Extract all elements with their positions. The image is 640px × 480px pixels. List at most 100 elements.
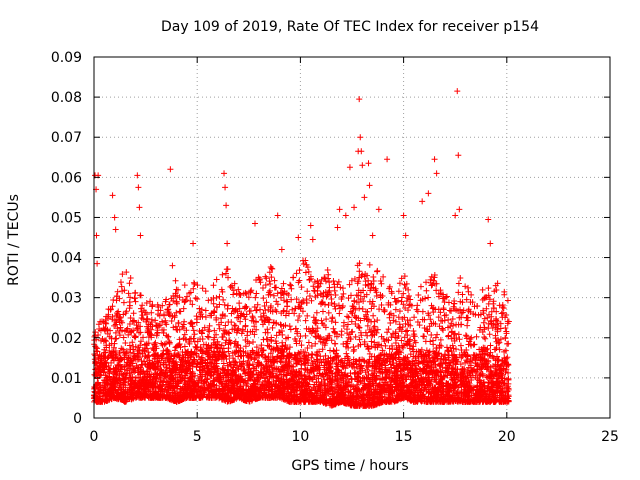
data-point	[385, 326, 392, 333]
data-point	[206, 328, 213, 335]
data-point	[390, 317, 397, 324]
data-point	[425, 294, 432, 301]
data-point	[218, 286, 225, 293]
data-point	[462, 332, 469, 339]
data-point	[257, 306, 264, 313]
data-point	[427, 338, 434, 345]
data-point	[211, 327, 218, 334]
data-point	[291, 310, 298, 317]
data-point	[422, 295, 429, 302]
data-point	[119, 271, 126, 278]
data-point	[137, 342, 144, 349]
data-point	[400, 301, 407, 308]
data-point	[190, 327, 197, 334]
data-point	[161, 312, 168, 319]
data-point	[318, 317, 325, 324]
data-point	[199, 285, 206, 292]
data-point	[224, 329, 231, 336]
data-point	[332, 292, 339, 299]
data-point	[107, 327, 114, 334]
data-point	[129, 318, 136, 325]
data-point	[137, 338, 144, 345]
data-point	[250, 339, 257, 346]
data-point	[423, 287, 430, 294]
data-point	[166, 340, 173, 347]
data-point	[126, 280, 133, 287]
data-point	[428, 332, 435, 339]
data-point	[263, 275, 270, 282]
data-point	[293, 270, 300, 277]
data-point	[399, 323, 406, 330]
data-point	[194, 295, 201, 302]
data-point	[437, 309, 444, 316]
data-point	[129, 339, 136, 346]
data-point	[193, 344, 200, 351]
data-point	[163, 321, 170, 328]
data-point	[249, 313, 256, 320]
data-point	[264, 329, 271, 336]
data-point	[413, 306, 420, 313]
data-point	[499, 314, 506, 321]
data-point	[396, 280, 403, 287]
data-point	[474, 303, 481, 310]
data-point	[256, 277, 263, 284]
data-point	[302, 257, 309, 264]
data-point	[222, 339, 229, 346]
data-point	[298, 342, 305, 349]
data-point	[504, 388, 511, 395]
data-point	[269, 265, 276, 272]
data-point	[304, 288, 311, 295]
data-point	[319, 308, 326, 315]
data-point	[323, 316, 330, 323]
data-point	[448, 348, 455, 355]
data-point	[495, 340, 502, 347]
data-point	[247, 307, 254, 314]
data-point	[496, 339, 503, 346]
data-point	[381, 338, 388, 345]
data-point	[270, 345, 277, 352]
data-point	[427, 316, 434, 323]
data-point	[487, 318, 494, 325]
data-point	[242, 289, 249, 296]
data-point	[196, 309, 203, 316]
data-point	[431, 271, 438, 278]
data-point	[314, 278, 321, 285]
data-point	[288, 285, 295, 292]
data-point	[262, 353, 269, 360]
data-point	[117, 279, 124, 286]
data-point	[352, 333, 359, 340]
data-point	[356, 305, 363, 312]
data-point	[187, 297, 194, 304]
data-point	[219, 271, 226, 278]
data-point	[420, 333, 427, 340]
data-point	[339, 303, 346, 310]
data-point	[458, 347, 465, 354]
data-point	[371, 339, 378, 346]
data-point	[114, 288, 121, 295]
data-point	[403, 298, 410, 305]
data-point	[244, 338, 251, 345]
data-point	[505, 369, 512, 376]
data-point	[172, 277, 179, 284]
data-point	[131, 332, 138, 339]
data-point	[370, 277, 377, 284]
data-point	[349, 303, 356, 310]
data-point	[393, 298, 400, 305]
data-point	[225, 318, 232, 325]
data-point	[168, 318, 175, 325]
data-point	[266, 269, 273, 276]
data-point	[290, 274, 297, 281]
data-point	[143, 300, 150, 307]
data-point	[104, 330, 111, 337]
data-point	[289, 306, 296, 313]
data-point	[213, 276, 220, 283]
data-point	[374, 267, 381, 274]
data-point	[388, 333, 395, 340]
data-point	[210, 300, 217, 307]
data-point	[498, 310, 505, 317]
data-point	[242, 323, 249, 330]
data-point	[292, 305, 299, 312]
data-point	[487, 342, 494, 349]
data-point	[351, 346, 358, 353]
data-point	[286, 323, 293, 330]
